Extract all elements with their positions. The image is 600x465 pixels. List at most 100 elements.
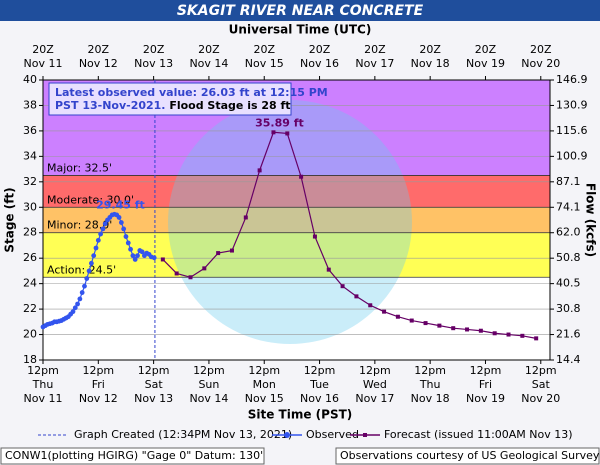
x-tick-label: Nov 17 bbox=[355, 392, 394, 405]
series-line bbox=[162, 131, 537, 339]
flood-stage-label: Major: 32.5' bbox=[47, 161, 112, 174]
y2-tick-label: 74.1 bbox=[556, 200, 581, 213]
data-point bbox=[257, 168, 262, 173]
x-tick-label: Fri bbox=[92, 378, 105, 391]
x2-tick-label: Nov 20 bbox=[521, 57, 560, 70]
x-tick-label: Nov 12 bbox=[79, 392, 118, 405]
data-point bbox=[75, 301, 80, 307]
y-tick-label: 34 bbox=[23, 149, 37, 162]
x-tick-label: Thu bbox=[32, 378, 54, 391]
data-point bbox=[478, 328, 483, 333]
x-axis-title: Site Time (PST) bbox=[248, 408, 353, 422]
data-point bbox=[125, 240, 131, 246]
x-tick-label: Wed bbox=[363, 378, 387, 391]
data-point bbox=[465, 327, 470, 332]
legend-label: Graph Created (12:34PM Nov 13, 2021) bbox=[74, 428, 292, 441]
x-tick-label: Nov 18 bbox=[411, 392, 450, 405]
y-tick-label: 32 bbox=[23, 175, 37, 188]
x-tick-label: 12pm bbox=[359, 364, 391, 377]
data-point bbox=[84, 276, 90, 281]
data-point bbox=[132, 257, 138, 262]
footer-box bbox=[0, 447, 265, 465]
x2-tick-label: 20Z bbox=[475, 43, 497, 56]
data-point bbox=[72, 305, 78, 311]
y-tick-label: 40 bbox=[23, 73, 37, 86]
y-tick-label: 18 bbox=[23, 353, 37, 366]
x-tick-label: Fri bbox=[479, 378, 492, 391]
x2-tick-label: 20Z bbox=[419, 43, 441, 56]
info-line: Latest observed value: 26.03 ft at 12:15… bbox=[55, 86, 328, 99]
x2-tick-label: Nov 14 bbox=[189, 57, 228, 70]
footer-right: Observations courtesy of US Geological S… bbox=[340, 449, 600, 462]
x2-tick-label: Nov 15 bbox=[245, 57, 284, 70]
x-tick-label: 12pm bbox=[248, 364, 280, 377]
y-tick-label: 36 bbox=[23, 124, 37, 137]
info-line: PST 13-Nov-2021. Flood Stage is 28 ft bbox=[55, 99, 291, 112]
data-point bbox=[79, 290, 85, 295]
x-tick-label: 12pm bbox=[414, 364, 446, 377]
y2-tick-label: 62.0 bbox=[556, 226, 581, 239]
y2-tick-label: 100.9 bbox=[556, 149, 588, 162]
y-tick-label: 20 bbox=[23, 328, 37, 341]
data-point bbox=[139, 249, 145, 255]
y2-tick-label: 87.1 bbox=[556, 175, 581, 188]
x-tick-label: Nov 11 bbox=[24, 392, 63, 405]
legend-label: Observed bbox=[306, 428, 359, 441]
x-tick-label: 12pm bbox=[470, 364, 502, 377]
data-point bbox=[229, 248, 234, 253]
data-point bbox=[285, 131, 290, 136]
y2-tick-label: 50.8 bbox=[556, 251, 581, 264]
data-point bbox=[100, 226, 106, 232]
footer-box bbox=[335, 447, 600, 465]
data-point bbox=[437, 323, 442, 328]
data-point bbox=[243, 215, 248, 220]
y2-axis-title: Flow (kcfs) bbox=[584, 183, 598, 257]
data-point bbox=[395, 314, 400, 319]
top-axis-title: Universal Time (UTC) bbox=[229, 23, 372, 37]
x-tick-label: Nov 19 bbox=[466, 392, 505, 405]
plot-frame bbox=[42, 79, 551, 361]
chart-title: SKAGIT RIVER NEAR CONCRETE bbox=[177, 3, 424, 19]
x-tick-label: Mon bbox=[253, 378, 276, 391]
y2-tick-label: 14.4 bbox=[556, 353, 581, 366]
data-point bbox=[520, 333, 525, 338]
flood-band bbox=[43, 207, 550, 233]
data-point bbox=[88, 260, 94, 266]
info-box bbox=[48, 82, 292, 116]
x-tick-label: Sat bbox=[532, 378, 551, 391]
data-point bbox=[98, 231, 104, 237]
x-tick-label: Tue bbox=[309, 378, 329, 391]
data-point bbox=[216, 251, 221, 256]
data-point bbox=[409, 318, 414, 323]
flood-stage-label: Action: 24.5' bbox=[47, 263, 116, 276]
data-point bbox=[102, 221, 108, 227]
info-text: PST 13-Nov-2021. bbox=[55, 99, 165, 112]
y-tick-label: 38 bbox=[23, 98, 37, 111]
watermark bbox=[168, 100, 412, 344]
data-point bbox=[91, 253, 97, 259]
x2-tick-label: 20Z bbox=[530, 43, 552, 56]
x2-tick-label: 20Z bbox=[143, 43, 165, 56]
data-point bbox=[271, 130, 276, 135]
data-point bbox=[116, 215, 122, 220]
data-point bbox=[202, 266, 207, 271]
x-tick-label: 12pm bbox=[138, 364, 170, 377]
x2-tick-label: 20Z bbox=[32, 43, 54, 56]
legend-marker bbox=[363, 433, 367, 437]
y-axis-title: Stage (ft) bbox=[3, 187, 17, 252]
data-point bbox=[382, 309, 387, 314]
x2-tick-label: 20Z bbox=[88, 43, 110, 56]
y-tick-label: 26 bbox=[23, 251, 37, 264]
y-tick-label: 22 bbox=[23, 302, 37, 315]
y2-tick-label: 146.9 bbox=[556, 73, 588, 86]
data-point bbox=[118, 220, 124, 225]
data-point bbox=[188, 275, 193, 280]
x2-tick-label: 20Z bbox=[309, 43, 331, 56]
x2-tick-label: Nov 16 bbox=[300, 57, 339, 70]
x2-tick-label: Nov 18 bbox=[411, 57, 450, 70]
flood-stage-label: Minor: 28.0' bbox=[47, 219, 112, 232]
data-point bbox=[151, 255, 157, 261]
x-tick-label: 12pm bbox=[525, 364, 557, 377]
title-bar bbox=[0, 0, 600, 21]
y2-tick-label: 30.8 bbox=[556, 302, 581, 315]
